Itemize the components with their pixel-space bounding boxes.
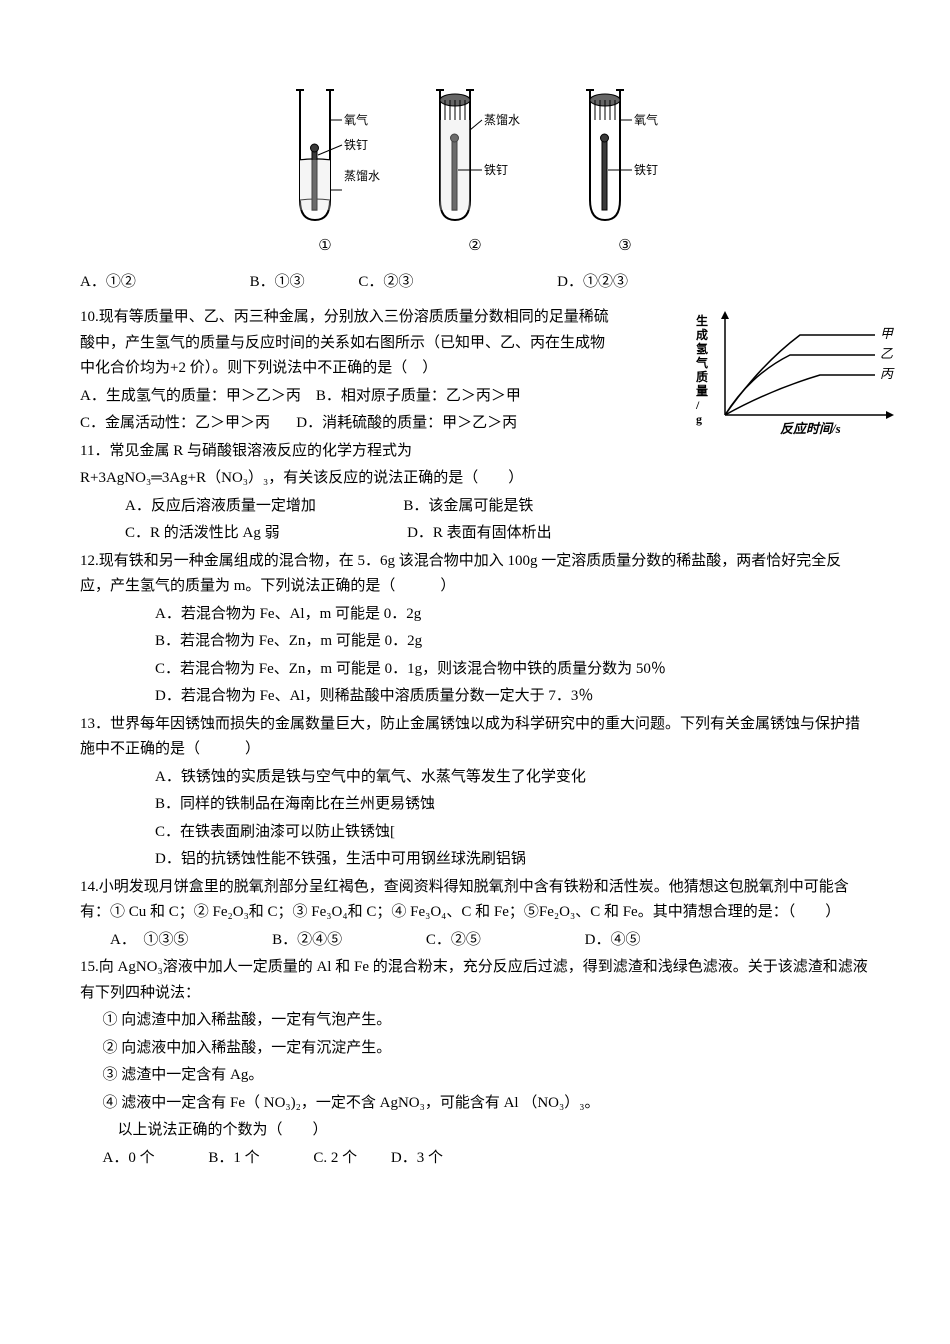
tube-1: 氧气 铁钉 蒸馏水 ① [270, 80, 380, 260]
q10-D: D．消耗硫酸的质量：甲＞乙＞丙 [296, 415, 517, 431]
q15-D: D．3 个 [391, 1150, 443, 1166]
q13-C: C．在铁表面刷油漆可以防止铁锈蚀[ [80, 820, 870, 846]
q13-B: B．同样的铁制品在海南比在兰州更易锈蚀 [80, 792, 870, 818]
svg-text:生: 生 [696, 313, 708, 328]
q10: 10.现有等质量甲、乙、丙三种金属，分别放入三份溶质质量分数相同的足量稀硫酸中，… [80, 305, 870, 437]
tube-figure: 氧气 铁钉 蒸馏水 ① 蒸馏水 铁钉 ② [80, 80, 870, 260]
q12-B: B．若混合物为 Fe、Zn，m 可能是 0．2g [80, 629, 870, 655]
tube-3: 氧气 铁钉 ③ [570, 80, 680, 260]
q11-A: A．反应后溶液质量一定增加 [125, 498, 316, 514]
q10-C: C．金属活动性：乙＞甲＞丙 [80, 415, 270, 431]
svg-text:乙: 乙 [880, 346, 893, 361]
q15-i4: ④ 滤液中一定含有 Fe（ NO₃)₂，一定不含 AgNO₃，可能含有 Al （… [80, 1091, 870, 1117]
q11-B: B．该金属可能是铁 [403, 498, 533, 514]
svg-text:甲: 甲 [880, 326, 894, 341]
tube3-label-oxygen: 氧气 [634, 112, 658, 127]
tube2-label-nail: 铁钉 [484, 163, 508, 177]
svg-text:气: 气 [695, 355, 708, 370]
q11-D: D．R 表面有固体析出 [407, 525, 552, 541]
q13-text: 13．世界每年因锈蚀而损失的金属数量巨大，防止金属锈蚀以成为科学研究中的重大问题… [80, 712, 870, 763]
q12-C: C．若混合物为 Fe、Zn，m 可能是 0．1g，则该混合物中铁的质量分数为 5… [80, 657, 870, 683]
q13-D: D．铝的抗锈蚀性能不铁强，生活中可用钢丝球洗刷铝锅 [80, 847, 870, 873]
q11-C: C．R 的活泼性比 Ag 弱 [125, 525, 280, 541]
q15-C: C. 2 个 [313, 1150, 357, 1166]
q15-A: A．0 个 [103, 1150, 155, 1166]
q14-D: D．④⑤ [585, 932, 641, 948]
tube1-label-nail: 铁钉 [344, 138, 368, 152]
q10-text: 10.现有等质量甲、乙、丙三种金属，分别放入三份溶质质量分数相同的足量稀硫酸中，… [80, 305, 610, 382]
q9-D: D．①②③ [557, 274, 628, 290]
tube1-label-oxygen: 氧气 [344, 112, 368, 127]
tube1-label-water: 蒸馏水 [344, 169, 380, 183]
q10-graph: 甲 乙 丙 生 成 氢 气 质 量 / g 反应时间/s [690, 305, 920, 455]
svg-text:量: 量 [696, 384, 708, 398]
q10-A: A．生成氢气的质量：甲＞乙＞丙 [80, 388, 301, 404]
tube2-num: ② [468, 234, 481, 260]
q13-A: A．铁锈蚀的实质是铁与空气中的氧气、水蒸气等发生了化学变化 [80, 765, 870, 791]
q14-text: 14.小明发现月饼盒里的脱氧剂部分呈红褐色，查阅资料得知脱氧剂中含有铁粉和活性炭… [80, 875, 870, 926]
svg-text:丙: 丙 [880, 366, 895, 381]
tube-2: 蒸馏水 铁钉 ② [420, 80, 530, 260]
svg-text:氢: 氢 [696, 341, 708, 356]
q9-C: C．②③ [358, 274, 413, 290]
q10-B: B．相对原子质量：乙＞丙＞甲 [316, 388, 521, 404]
svg-text:质: 质 [696, 369, 708, 384]
q9-B: B．①③ [250, 274, 305, 290]
q12-D: D．若混合物为 Fe、Al，则稀盐酸中溶质质量分数一定大于 7．3％ [80, 684, 870, 710]
tube1-svg: 氧气 铁钉 蒸馏水 [270, 80, 380, 230]
q11-text2: R+3AgNO₃═3Ag+R（NO₃）₃，有关该反应的说法正确的是（ ） [80, 466, 870, 492]
svg-text:成: 成 [696, 327, 708, 342]
q12-A: A．若混合物为 Fe、Al，m 可能是 0．2g [80, 602, 870, 628]
q15-i1: ① 向滤渣中加入稀盐酸，一定有气泡产生。 [80, 1008, 870, 1034]
q9-options: A．①② B．①③ C．②③ D．①②③ [80, 270, 870, 296]
tube3-num: ③ [618, 234, 631, 260]
q15-ask: 以上说法正确的个数为（ ） [80, 1118, 870, 1144]
tube2-svg: 蒸馏水 铁钉 [420, 80, 530, 230]
q9-A: A．①② [80, 274, 136, 290]
q12-text: 12.现有铁和另一种金属组成的混合物，在 5．6g 该混合物中加入 100g 一… [80, 549, 870, 600]
svg-text:/: / [695, 398, 700, 412]
q14-C: C．②⑤ [426, 932, 481, 948]
svg-text:反应时间/s: 反应时间/s [780, 421, 841, 436]
svg-text:g: g [696, 412, 702, 426]
q14-B: B．②④⑤ [272, 932, 342, 948]
q15-B: B．1 个 [208, 1150, 259, 1166]
tube2-label-water: 蒸馏水 [484, 113, 520, 127]
tube3-label-nail: 铁钉 [634, 163, 658, 177]
q15-i3: ③ 滤渣中一定含有 Ag。 [80, 1063, 870, 1089]
tube3-svg: 氧气 铁钉 [570, 80, 680, 230]
tube1-num: ① [318, 234, 331, 260]
q15-text: 15.向 AgNO₃溶液中加人一定质量的 Al 和 Fe 的混合粉末，充分反应后… [80, 955, 870, 1006]
q14-A: A． ①③⑤ [110, 932, 188, 948]
q15-i2: ② 向滤液中加入稀盐酸，一定有沉淀产生。 [80, 1036, 870, 1062]
